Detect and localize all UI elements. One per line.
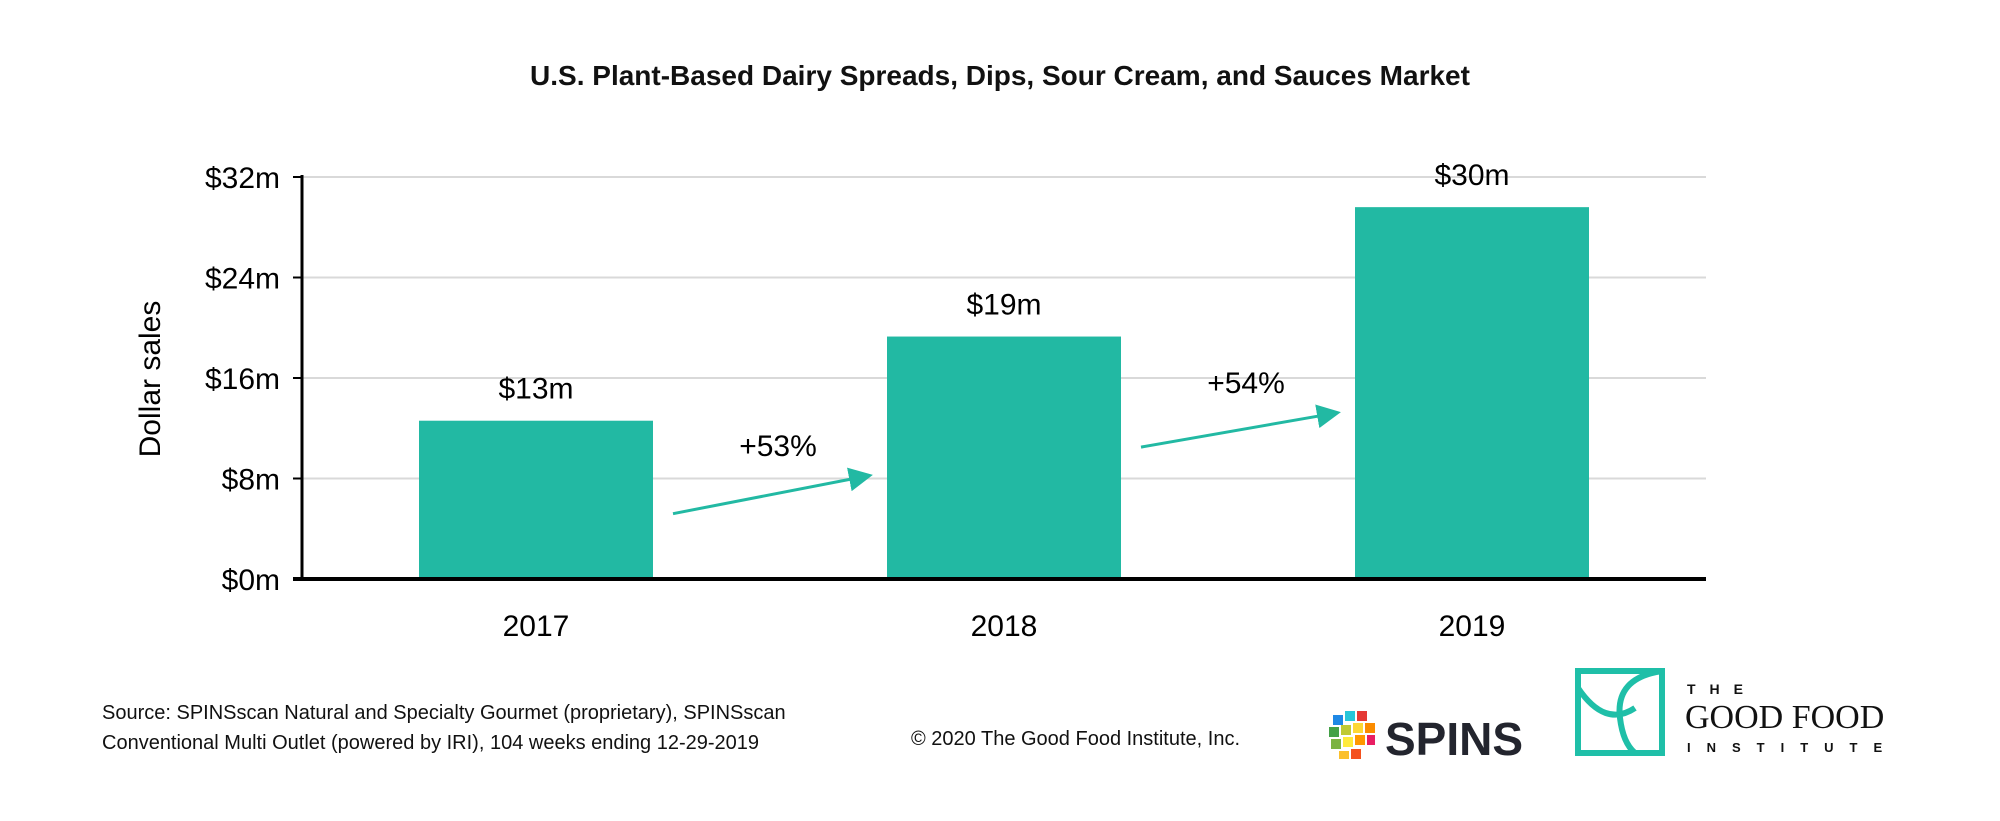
gfi-the: THE: [1687, 681, 1757, 697]
growth-arrow: [1140, 404, 1341, 449]
chart-title: U.S. Plant-Based Dairy Spreads, Dips, So…: [530, 60, 1470, 91]
data-label: $19m: [966, 289, 1041, 322]
spins-wordmark: SPINS: [1385, 713, 1523, 765]
data-label: $13m: [498, 373, 573, 406]
source-note: Source: SPINSscan Natural and Specialty …: [102, 698, 786, 758]
growth-arrow: [672, 467, 873, 516]
gfi-logo: THE GOOD FOOD INSTITUTE: [1575, 668, 1898, 756]
x-tick-label: 2019: [1439, 610, 1506, 643]
bar-2019: [1355, 207, 1589, 579]
gfi-leaf-icon: [1575, 668, 1665, 756]
gfi-sub: INSTITUTE: [1687, 740, 1898, 755]
y-tick-label: $0m: [222, 564, 280, 597]
growth-label: +53%: [739, 430, 817, 463]
source-line-1: Source: SPINSscan Natural and Specialty …: [102, 702, 786, 724]
copyright: © 2020 The Good Food Institute, Inc.: [911, 728, 1241, 750]
data-label: $30m: [1434, 159, 1509, 192]
growth-label: +54%: [1207, 367, 1285, 400]
spins-logo: SPINS: [1329, 711, 1523, 765]
y-axis-label: Dollar sales: [134, 301, 167, 458]
x-tick-label: 2018: [971, 610, 1038, 643]
y-tick-label: $32m: [205, 162, 280, 195]
bar-2017: [419, 420, 653, 579]
gfi-main: GOOD FOOD: [1685, 699, 1884, 736]
y-tick-label: $16m: [205, 363, 280, 396]
source-line-2: Conventional Multi Outlet (powered by IR…: [102, 732, 760, 754]
spins-globe-icon: [1329, 711, 1375, 759]
y-tick-label: $24m: [205, 263, 280, 296]
y-tick-label: $8m: [222, 464, 280, 497]
bar-2018: [887, 336, 1121, 579]
x-tick-label: 2017: [503, 610, 570, 643]
